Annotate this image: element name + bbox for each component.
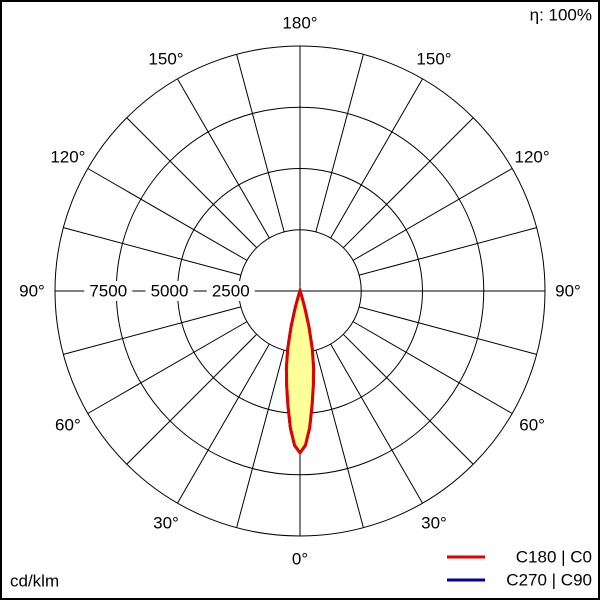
- angle-label: 150°: [416, 49, 451, 68]
- angle-label: 60°: [55, 415, 81, 434]
- label-bg: [145, 281, 194, 301]
- radial-line: [87, 168, 248, 261]
- label-bg: [47, 147, 88, 167]
- label-bg: [414, 48, 454, 69]
- label-bg: [47, 415, 88, 435]
- angle-label: 120°: [50, 147, 85, 166]
- label-bg: [512, 147, 553, 167]
- angle-label: 30°: [153, 514, 179, 533]
- label-bg: [84, 281, 133, 301]
- legend-label: C270 | C90: [506, 570, 592, 589]
- radial-line: [342, 333, 474, 465]
- radial-line: [359, 306, 537, 355]
- radial-line: [126, 333, 258, 465]
- radial-line: [315, 54, 364, 232]
- radial-line: [177, 78, 270, 239]
- radial-line: [352, 321, 513, 414]
- unit-label: cd/klm: [10, 571, 59, 590]
- label-bg: [512, 415, 553, 435]
- radial-tick-label: 7500: [89, 281, 127, 300]
- label-bg: [280, 13, 320, 33]
- efficiency: η: 100%: [530, 5, 592, 24]
- angle-label: 90°: [555, 281, 581, 300]
- radial-line: [63, 306, 241, 355]
- radial-line: [359, 227, 537, 276]
- angle-label: 120°: [515, 147, 550, 166]
- radial-line: [236, 350, 285, 528]
- radial-line: [236, 54, 285, 232]
- label-bg: [146, 513, 186, 534]
- radial-line: [63, 227, 241, 276]
- angle-label: 60°: [519, 415, 545, 434]
- angle-label: 90°: [19, 281, 45, 300]
- legend-label: C180 | C0: [516, 547, 592, 566]
- angle-label: 30°: [421, 514, 447, 533]
- label-bg: [12, 281, 52, 301]
- radial-line: [315, 350, 364, 528]
- radial-line: [87, 321, 248, 414]
- radial-line: [177, 343, 270, 504]
- label-bg: [414, 513, 454, 534]
- label-bg: [146, 48, 186, 69]
- intensity-curve: [284, 286, 316, 456]
- angle-label: 150°: [148, 49, 183, 68]
- angle-label: 0°: [292, 549, 308, 568]
- radial-tick-label: 5000: [151, 281, 189, 300]
- angle-label: 180°: [282, 13, 317, 32]
- label-bg: [548, 281, 588, 301]
- radial-line: [352, 168, 513, 261]
- radial-line: [330, 343, 423, 504]
- radial-line: [330, 78, 423, 239]
- label-bg: [280, 549, 320, 569]
- radial-line: [126, 117, 258, 249]
- label-bg: [206, 281, 255, 301]
- radial-tick-label: 2500: [212, 281, 250, 300]
- radial-line: [342, 117, 474, 249]
